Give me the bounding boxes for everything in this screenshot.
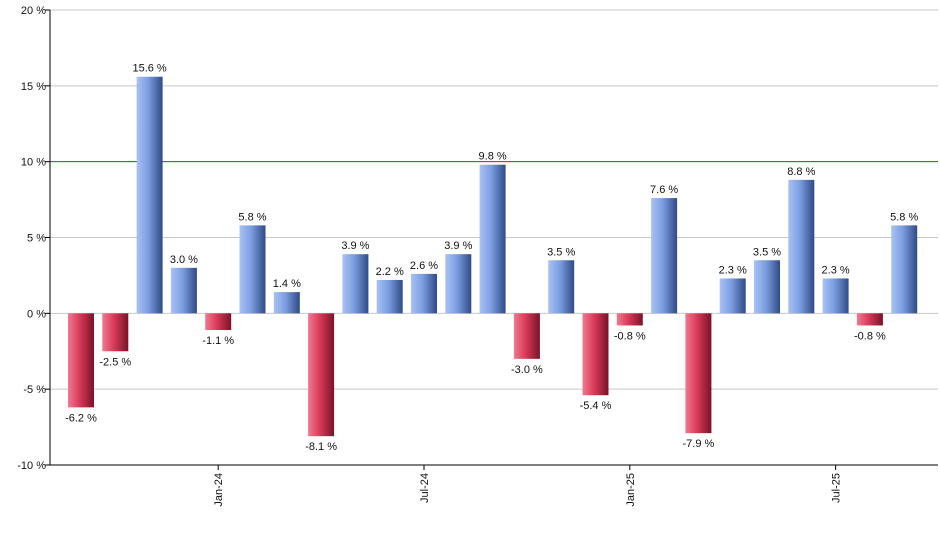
bar-value-label: 2.6 % [410,260,438,272]
bar-value-label: -3.0 % [511,364,543,376]
bar-value-label: -7.9 % [683,438,715,450]
bar [445,254,472,314]
bar-value-label: 3.5 % [753,246,781,258]
bar-value-label: -0.8 % [854,330,886,342]
bar-value-label: 9.8 % [479,151,507,163]
bar-value-label: 15.6 % [132,63,166,75]
bar-value-label: 2.3 % [719,264,747,276]
bar [856,313,883,326]
bar-value-label: 3.5 % [547,246,575,258]
bar [616,313,643,326]
bar-value-label: 2.3 % [822,264,850,276]
bar [376,279,403,314]
bar [411,273,437,314]
bar-value-label: 2.2 % [376,266,404,278]
bar [136,76,163,314]
bar-value-label: 3.0 % [170,254,198,266]
bar-value-label: 1.4 % [273,278,301,290]
bar [754,260,780,314]
bar-value-label: -0.8 % [614,330,646,342]
x-tick-label: Jan-24 [213,473,225,507]
axis-layer: 20 % 15 % 10 % 5 % 0 % -5 % -10 % Jan-24 Jul-24 J… [17,5,938,507]
y-tick-label: 15 % [21,81,46,93]
bar [308,313,335,437]
bar [342,254,369,314]
y-tick-label: -10 % [17,460,46,472]
bar [685,313,712,434]
x-tick-label: Jul-24 [419,473,431,503]
label-layer: -6.2 % -2.5 % 15.6 % 3.0 % -1.1 % 5.8 % 1.4 % -… [65,63,918,453]
bar [582,313,609,396]
bar-value-label: 8.8 % [787,166,815,178]
bar [239,225,266,314]
bar [548,260,575,314]
bar-value-label: 5.8 % [890,211,918,223]
bar [273,292,300,314]
y-tick-label: 10 % [21,157,46,169]
bar [205,313,232,331]
bar-value-label: -2.5 % [99,356,131,368]
x-tick-label: Jul-25 [831,473,843,503]
bar [822,278,849,314]
y-tick-label: 20 % [21,5,46,17]
y-tick-label: 0 % [27,308,46,320]
bar [651,198,678,314]
bar-value-label: 5.8 % [238,211,266,223]
y-tick-label: -5 % [23,384,46,396]
bar [68,313,94,408]
bar-value-label: 7.6 % [650,184,678,196]
y-tick-label: 5 % [27,233,46,245]
bar-value-label: -1.1 % [202,335,234,347]
x-tick-label: Jan-25 [625,473,637,507]
bar [788,179,815,314]
bar [891,225,918,314]
bar [719,278,746,314]
bar [479,164,506,314]
bar-value-label: -8.1 % [305,441,337,453]
bar-value-label: -5.4 % [580,400,612,412]
bar [170,267,197,314]
bar-layer [68,76,918,437]
bar-value-label: -6.2 % [65,412,97,424]
bar-value-label: 3.9 % [444,240,472,252]
bar [102,313,129,352]
bar-value-label: 3.9 % [341,240,369,252]
bar [513,313,540,359]
